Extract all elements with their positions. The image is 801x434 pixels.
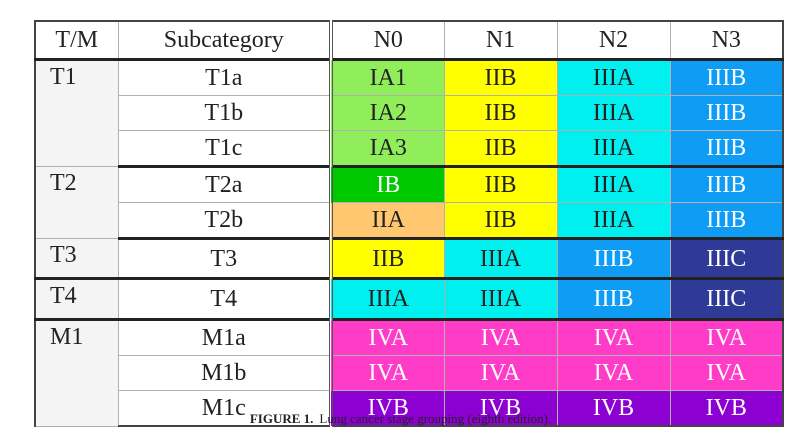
- stage-cell-n0: IIA: [330, 202, 445, 240]
- stage-cell-n1: IIB: [443, 130, 558, 168]
- table-row: M1b IVA IVA IVA IVA: [35, 355, 784, 391]
- subcategory-cell: T3: [117, 238, 333, 280]
- stage-cell-n2: IVB: [556, 390, 671, 427]
- stage-cell-n3: IIIB: [669, 95, 784, 131]
- stage-cell-n3: IIIB: [669, 202, 784, 240]
- stage-cell-n2: IIIB: [556, 278, 671, 321]
- header-n1: N1: [443, 20, 558, 61]
- stage-cell-n3: IIIC: [669, 238, 784, 280]
- stage-cell-n1: IIIA: [443, 238, 558, 280]
- header-tm: T/M: [34, 20, 119, 61]
- stage-cell-n2: IIIB: [556, 238, 671, 280]
- subcategory-cell: T1c: [117, 130, 333, 168]
- stage-cell-n3: IIIB: [669, 59, 784, 96]
- subcategory-cell: M1a: [117, 319, 333, 356]
- stage-cell-n1: IVA: [443, 319, 558, 356]
- stage-cell-n1: IVA: [443, 355, 558, 391]
- tm-category-cell: T3: [34, 238, 119, 280]
- table-row: T4 T4 IIIA IIIA IIIB IIIC: [34, 278, 784, 321]
- table-header-row: T/M Subcategory N0 N1 N2 N3: [34, 20, 784, 61]
- stage-cell-n2: IIIA: [556, 202, 671, 240]
- stage-cell-n0: IIB: [330, 238, 445, 280]
- stage-cell-n2: IVA: [556, 355, 671, 391]
- stage-cell-n2: IVA: [556, 319, 671, 356]
- table-row: T3 T3 IIB IIIA IIIB IIIC: [34, 238, 784, 280]
- tm-category-cell: T4: [34, 278, 119, 321]
- stage-cell-n3: IVA: [669, 319, 784, 356]
- tm-category-cell: T1: [34, 59, 119, 167]
- subcategory-cell: M1b: [117, 355, 333, 391]
- caption-label: FIGURE 1.: [249, 411, 314, 426]
- stage-cell-n0: IVA: [330, 355, 445, 391]
- table-row: T1 T1a IA1 IIB IIIA IIIB: [34, 59, 784, 167]
- subcategory-cell: T2a: [117, 166, 333, 203]
- stage-cell-n2: IIIA: [556, 95, 671, 131]
- stage-cell-n3: IIIB: [669, 130, 784, 168]
- header-n3: N3: [669, 20, 784, 61]
- stage-cell-n1: IIB: [443, 202, 558, 240]
- caption-text: Lung cancer stage grouping (eighth editi…: [319, 411, 552, 426]
- stage-cell-n0: IVB: [330, 390, 445, 427]
- stage-cell-n3: IIIB: [669, 166, 784, 203]
- tm-category-cell: T2: [34, 166, 119, 239]
- stage-cell-n0: IA2: [330, 95, 445, 131]
- stage-cell-n2: IIIA: [556, 59, 671, 96]
- stage-cell-n2: IIIA: [556, 166, 671, 203]
- stage-cell-n1: IIB: [443, 59, 558, 96]
- subcategory-cell: T1b: [117, 95, 333, 131]
- tm-category-cell: M1: [34, 319, 119, 427]
- stage-cell-n1: IIIA: [443, 278, 558, 321]
- table-row: T1c IA3 IIB IIIA IIIB: [35, 130, 784, 168]
- table-row: T2b IIA IIB IIIA IIIB: [35, 202, 784, 240]
- header-subcategory: Subcategory: [117, 20, 333, 61]
- stage-cell-n3: IVA: [669, 355, 784, 391]
- subcategory-cell: T2b: [117, 202, 333, 240]
- subcategory-cell: T1a: [117, 59, 333, 96]
- stage-cell-n1: IVB: [443, 390, 558, 427]
- stage-cell-n3: IVB: [669, 390, 784, 427]
- figure-caption: FIGURE 1. Lung cancer stage grouping (eig…: [0, 411, 801, 427]
- header-n0: N0: [330, 20, 445, 61]
- subcategory-cell: T4: [117, 278, 333, 321]
- stage-grouping-table: T/M Subcategory N0 N1 N2 N3 T1 T1a IA1 IIB IIIA II…: [34, 20, 784, 427]
- stage-cell-n1: IIB: [443, 95, 558, 131]
- stage-cell-n0: IA1: [330, 59, 445, 96]
- stage-cell-n3: IIIC: [669, 278, 784, 321]
- stage-cell-n2: IIIA: [556, 130, 671, 168]
- subcategory-cell: M1c: [117, 390, 333, 427]
- table-row: M1 M1a IVA IVA IVA IVA: [34, 319, 784, 427]
- stage-cell-n0: IB: [330, 166, 445, 203]
- header-n2: N2: [556, 20, 671, 61]
- stage-cell-n0: IVA: [330, 319, 445, 356]
- stage-cell-n0: IA3: [330, 130, 445, 168]
- stage-cell-n0: IIIA: [330, 278, 445, 321]
- table-row: M1c IVB IVB IVB IVB: [35, 390, 784, 427]
- table-row: T2 T2a IB IIB IIIA IIIB: [34, 166, 784, 239]
- table-row: T1b IA2 IIB IIIA IIIB: [35, 95, 784, 131]
- stage-cell-n1: IIB: [443, 166, 558, 203]
